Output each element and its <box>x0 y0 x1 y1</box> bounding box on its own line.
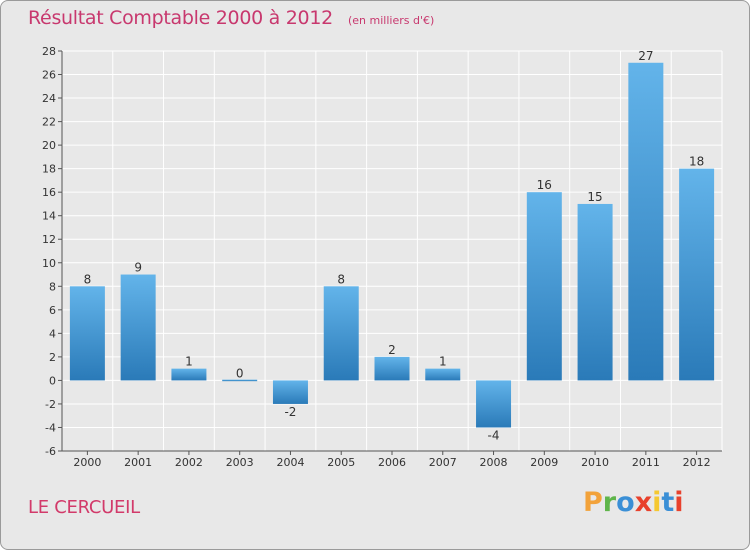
x-tick-label: 2000 <box>73 456 101 469</box>
bar-2011 <box>628 62 664 381</box>
y-tick-label: -6 <box>45 445 56 458</box>
x-tick-label: 2001 <box>124 456 152 469</box>
y-tick-label: 14 <box>42 210 56 223</box>
y-tick-label: 8 <box>49 280 56 293</box>
data-label-2000: 8 <box>84 272 92 286</box>
x-tick-label: 2003 <box>226 456 254 469</box>
data-label-2007: 1 <box>439 355 447 369</box>
title-block: Résultat Comptable 2000 à 2012 (en milli… <box>28 7 434 29</box>
bar-2008 <box>476 380 512 428</box>
bar-2001 <box>120 274 156 381</box>
bar-2009 <box>526 192 562 381</box>
x-tick-label: 2010 <box>581 456 609 469</box>
bar-2006 <box>374 356 410 381</box>
y-tick-label: 10 <box>42 257 56 270</box>
chart-title: Résultat Comptable 2000 à 2012 <box>28 7 333 29</box>
data-label-2006: 2 <box>388 343 396 357</box>
y-tick-label: -4 <box>45 421 56 434</box>
bar-2010 <box>577 203 613 381</box>
chart-subtitle: (en milliers d'€) <box>347 14 435 27</box>
bar-2007 <box>425 368 461 381</box>
y-tick-label: 2 <box>49 351 56 364</box>
y-tick-label: 6 <box>49 304 56 317</box>
data-label-2012: 18 <box>689 155 704 169</box>
logo-letter: o <box>616 487 635 518</box>
logo-letter: P <box>583 487 603 518</box>
x-tick-label: 2007 <box>429 456 457 469</box>
logo-letter: t <box>661 487 675 518</box>
y-tick-label: 18 <box>42 163 56 176</box>
logo-letter: i <box>674 487 684 518</box>
bar-2003 <box>222 379 258 382</box>
y-tick-label: 0 <box>49 374 56 387</box>
y-tick-label: -2 <box>45 398 56 411</box>
x-tick-label: 2008 <box>480 456 508 469</box>
proxiti-logo: Proxiti <box>583 487 684 518</box>
x-tick-label: 2011 <box>632 456 660 469</box>
logo-letter: x <box>634 487 653 518</box>
bar-2000 <box>69 286 105 381</box>
y-tick-label: 12 <box>42 233 56 246</box>
data-label-2002: 1 <box>185 355 193 369</box>
data-label-2004: -2 <box>284 405 296 419</box>
x-tick-label: 2009 <box>530 456 558 469</box>
x-tick-label: 2002 <box>175 456 203 469</box>
data-label-2001: 9 <box>134 261 142 275</box>
data-label-2011: 27 <box>638 49 653 63</box>
y-tick-label: 4 <box>49 327 56 340</box>
x-tick-label: 2006 <box>378 456 406 469</box>
y-tick-label: 22 <box>42 116 56 129</box>
data-label-2009: 16 <box>537 178 552 192</box>
x-tick-label: 2012 <box>683 456 711 469</box>
bar-2004 <box>272 380 308 404</box>
x-tick-label: 2004 <box>276 456 304 469</box>
data-label-2003: 0 <box>236 366 244 380</box>
logo-letter: i <box>652 487 662 518</box>
data-label-2005: 8 <box>337 272 345 286</box>
y-tick-label: 16 <box>42 186 56 199</box>
bar-2012 <box>679 168 715 381</box>
y-tick-label: 28 <box>42 45 56 58</box>
y-tick-label: 26 <box>42 69 56 82</box>
data-label-2008: -4 <box>488 428 500 442</box>
y-tick-label: 20 <box>42 139 56 152</box>
x-tick-label: 2005 <box>327 456 355 469</box>
bar-2002 <box>171 368 207 381</box>
bar-2005 <box>323 286 359 381</box>
logo-letter: r <box>602 487 617 518</box>
location-name: LE CERCUEIL <box>28 497 140 518</box>
y-tick-label: 24 <box>42 92 56 105</box>
data-label-2010: 15 <box>587 190 602 204</box>
